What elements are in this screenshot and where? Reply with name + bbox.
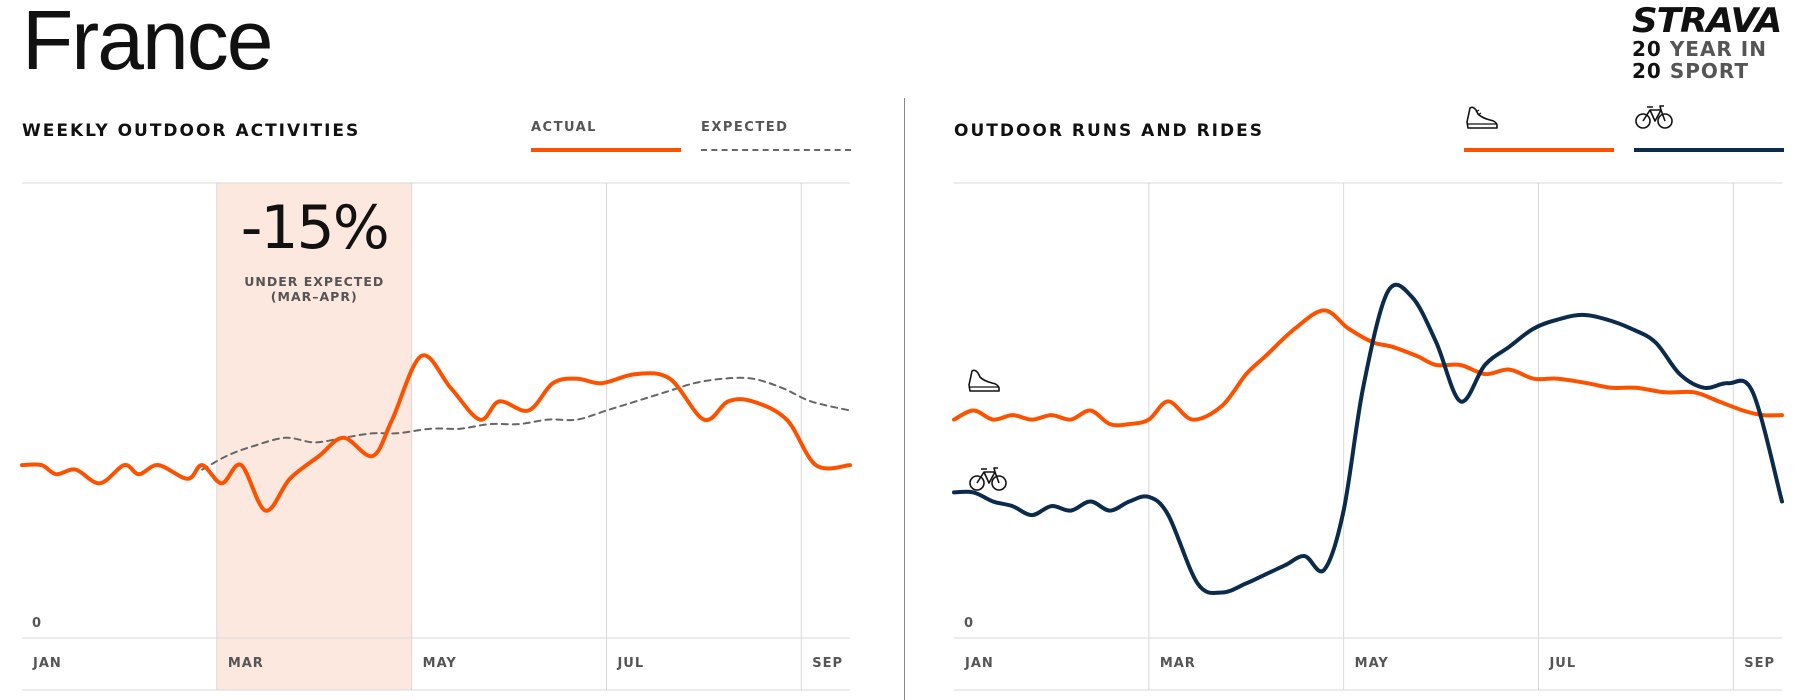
- x-tick-may: MAY: [1355, 656, 1389, 671]
- y-tick-zero: 0: [964, 616, 974, 631]
- highlight-value: -15%: [241, 193, 388, 263]
- logo-year-in: YEAR IN: [1669, 37, 1767, 61]
- actual-line: [20, 353, 852, 513]
- shoe-outline: [968, 369, 1000, 392]
- chart-title: WEEKLY OUTDOOR ACTIVITIES: [22, 121, 361, 141]
- running-shoe-icon: [968, 369, 1000, 392]
- logo-year-digits-1: 20: [1632, 37, 1662, 61]
- x-tick-sep: SEP: [1744, 656, 1775, 671]
- legend-actual: ACTUAL: [531, 118, 681, 152]
- legend-actual-label: ACTUAL: [531, 120, 597, 135]
- x-tick-jan: JAN: [32, 656, 62, 671]
- running-shoe-line: [952, 308, 1784, 428]
- x-tick-jul: JUL: [616, 656, 644, 671]
- x-tick-jul: JUL: [1548, 656, 1576, 671]
- legend-expected: EXPECTED: [701, 118, 851, 151]
- weekly-outdoor-activities-panel: WEEKLY OUTDOOR ACTIVITIES ACTUAL EXPECTE…: [0, 0, 852, 700]
- outdoor-runs-rides-panel: OUTDOOR RUNS AND RIDES JAN MAR MAY JUL SEP 0: [932, 0, 1784, 700]
- logo-year-digits-2: 20: [1632, 59, 1662, 83]
- highlight-label-line1: UNDER EXPECTED: [244, 274, 384, 289]
- weekly-activities-chart: JAN MAR MAY JUL SEP 0 -15% UNDER EXPECTED(MAR–A…: [20, 182, 852, 691]
- bicycle-line: [952, 282, 1784, 596]
- running-shoe-icon: [1464, 106, 1500, 136]
- legend-rides-swatch: [1634, 148, 1784, 152]
- bicycle-icon: [1634, 105, 1674, 136]
- legend-runs: [1464, 102, 1614, 152]
- legend-expected-swatch: [701, 149, 851, 151]
- bicycle-icon: [969, 467, 1007, 491]
- logo-sport: SPORT: [1669, 59, 1750, 83]
- strava-year-in-sport-logo: STRAVA 20 YEAR IN 20 SPORT: [1632, 4, 1792, 84]
- bike-frame: [976, 467, 1000, 484]
- page-title: France: [22, 0, 273, 87]
- y-tick-zero: 0: [32, 616, 42, 631]
- legend-actual-swatch: [531, 148, 681, 152]
- x-tick-may: MAY: [423, 656, 457, 671]
- highlight-band: [216, 183, 412, 690]
- expected-line: [201, 376, 851, 471]
- legend-expected-label: EXPECTED: [701, 120, 789, 135]
- chart-title: OUTDOOR RUNS AND RIDES: [954, 121, 1264, 141]
- x-tick-mar: MAR: [1160, 656, 1196, 671]
- bike-wheel-back: [969, 475, 985, 491]
- legend-rides: [1634, 102, 1784, 152]
- panel-divider: [904, 98, 905, 700]
- highlight-label-line2: (MAR–APR): [271, 289, 358, 304]
- x-tick-mar: MAR: [228, 656, 264, 671]
- x-tick-jan: JAN: [964, 656, 994, 671]
- x-tick-sep: SEP: [812, 656, 843, 671]
- strava-wordmark: STRAVA: [1632, 1, 1782, 41]
- legend-runs-swatch: [1464, 148, 1614, 152]
- runs-rides-chart: JAN MAR MAY JUL SEP 0: [952, 182, 1784, 691]
- bike-wheel-front: [991, 475, 1007, 491]
